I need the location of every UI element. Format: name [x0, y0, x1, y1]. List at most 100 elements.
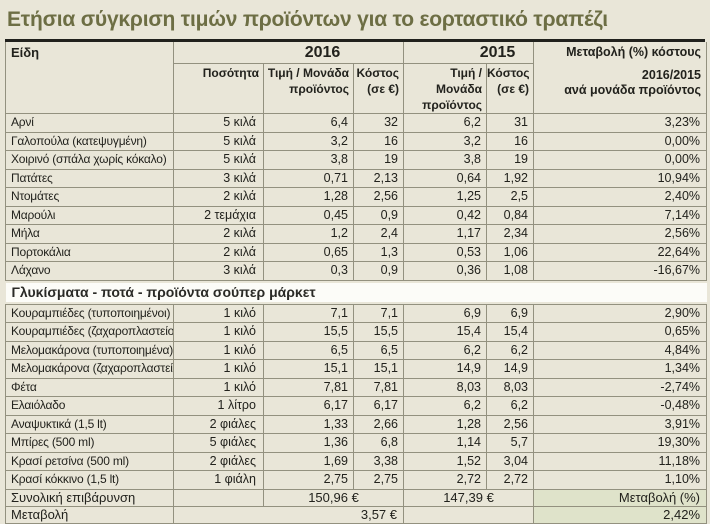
- cost-2015-cell: 16: [486, 131, 535, 151]
- change-pct-cell: 19,30%: [533, 433, 708, 453]
- cost-2016-cell: 3,38: [352, 451, 405, 471]
- quantity-cell: 5 φιάλες: [173, 433, 264, 453]
- table-row: Κουραμπιέδες (ζαχαροπλαστείου) 1 κιλό 15,5…: [5, 322, 708, 342]
- price-2016-cell: 6,5: [263, 340, 354, 360]
- price-2016-cell: 1,28: [263, 187, 354, 207]
- col-header-year-2016: 2016: [172, 42, 405, 64]
- price-2016-cell: 15,5: [263, 322, 354, 342]
- change-pct-cell: 0,00%: [533, 150, 708, 170]
- cost-2016-cell: 0,9: [352, 205, 405, 225]
- quantity-cell: 2 φιάλες: [173, 451, 264, 471]
- quantity-cell: 1 κιλό: [173, 340, 264, 360]
- change-row-value: 2,42%: [533, 505, 708, 524]
- quantity-cell: 1 κιλό: [173, 303, 264, 323]
- product-name-cell: Κουραμπιέδες (ζαχαροπλαστείου): [5, 322, 174, 342]
- price-2015-cell: 1,28: [403, 414, 488, 434]
- cost-2016-cell: 16: [352, 131, 405, 151]
- cost-2016-cell: 7,81: [352, 377, 405, 397]
- totals-row: Συνολική επιβάρυνση 150,96 € 147,39 € Με…: [5, 488, 708, 507]
- product-name-cell: Λάχανο: [5, 261, 174, 281]
- product-name-cell: Φέτα: [5, 377, 174, 397]
- change-pct-cell: 22,64%: [533, 242, 708, 262]
- change-pct-cell: 1,10%: [533, 470, 708, 490]
- quantity-cell: 2 τεμάχια: [173, 205, 264, 225]
- change-pct-cell: 3,91%: [533, 414, 708, 434]
- price-2015-cell: 6,2: [403, 113, 488, 133]
- price-2016-cell: 7,81: [263, 377, 354, 397]
- product-name-cell: Γαλοπούλα (κατεψυγμένη): [5, 131, 174, 151]
- change-pct-cell: 11,18%: [533, 451, 708, 471]
- price-2016-cell: 3,2: [263, 131, 354, 151]
- product-name-cell: Μελομακάρονα (ζαχαροπλαστείου): [5, 359, 174, 379]
- table-row: Ντομάτες 2 κιλά 1,28 2,56 1,25 2,5 2,40%: [5, 187, 708, 207]
- change-pct-cell: 2,56%: [533, 224, 708, 244]
- quantity-cell: 3 κιλά: [173, 168, 264, 188]
- change-pct-cell: -2,74%: [533, 377, 708, 397]
- cost-2015-cell: 2,34: [486, 224, 535, 244]
- quantity-cell: 2 κιλά: [173, 187, 264, 207]
- price-2015-cell: 14,9: [403, 359, 488, 379]
- col-header-price-2016: Τιμή / Μονάδα προϊόντος: [263, 63, 354, 114]
- quantity-cell: 5 κιλά: [173, 150, 264, 170]
- cost-2015-cell: 19: [486, 150, 535, 170]
- festive-price-comparison-infographic: Ετήσια σύγκριση τιμών προϊόντων για το ε…: [5, 8, 708, 524]
- change-row: Μεταβολή 3,57 € 2,42%: [5, 505, 708, 524]
- section-band-label: Γλυκίσματα - ποτά - προϊόντα σούπερ μάρκ…: [5, 282, 707, 302]
- title-divider-rule: [5, 39, 705, 42]
- table-row: Πατάτες 3 κιλά 0,71 2,13 0,64 1,92 10,94%: [5, 168, 708, 188]
- totals-change-label: Μεταβολή (%): [533, 488, 708, 507]
- cost-2016-cell: 2,56: [352, 187, 405, 207]
- cost-2016-cell: 15,1: [352, 359, 405, 379]
- col-header-change-title: Μεταβολή (%) κόστους: [566, 45, 702, 59]
- cost-2015-cell: 8,03: [486, 377, 535, 397]
- price-2015-cell: 0,53: [403, 242, 488, 262]
- product-name-cell: Μπίρες (500 ml): [5, 433, 174, 453]
- price-2015-cell: 8,03: [403, 377, 488, 397]
- price-2016-cell: 1,69: [263, 451, 354, 471]
- cost-2015-cell: 2,72: [486, 470, 535, 490]
- price-2015-cell: 1,14: [403, 433, 488, 453]
- change-pct-cell: 4,84%: [533, 340, 708, 360]
- table-row: Μαρούλι 2 τεμάχια 0,45 0,9 0,42 0,84 7,14%: [5, 205, 708, 225]
- product-name-cell: Κρασί κόκκινο (1,5 lt): [5, 470, 174, 490]
- cost-2016-cell: 6,17: [352, 396, 405, 416]
- price-2015-cell: 15,4: [403, 322, 488, 342]
- product-name-cell: Μαρούλι: [5, 205, 174, 225]
- cost-2016-cell: 6,5: [352, 340, 405, 360]
- quantity-cell: 2 φιάλες: [173, 414, 264, 434]
- table-footer: Συνολική επιβάρυνση 150,96 € 147,39 € Με…: [5, 488, 708, 524]
- cost-2016-cell: 0,9: [352, 261, 405, 281]
- price-2016-cell: 1,2: [263, 224, 354, 244]
- change-pct-cell: 1,34%: [533, 359, 708, 379]
- col-header-cost-2016: Κόστος (σε €): [352, 63, 405, 114]
- cost-2015-cell: 6,9: [486, 303, 535, 323]
- cost-2016-cell: 2,75: [352, 470, 405, 490]
- table-row: Αρνί 5 κιλά 6,4 32 6,2 31 3,23%: [5, 113, 708, 133]
- price-2015-cell: 1,25: [403, 187, 488, 207]
- cost-2015-cell: 2,56: [486, 414, 535, 434]
- change-pct-cell: 2,90%: [533, 303, 708, 323]
- product-name-cell: Κουραμπιέδες (τυποποιημένοι): [5, 303, 174, 323]
- cost-2016-cell: 32: [352, 113, 405, 133]
- change-row-difference: 3,57 €: [172, 505, 405, 524]
- totals-empty-quantity-cell: [173, 488, 264, 507]
- cost-2015-cell: 15,4: [486, 322, 535, 342]
- price-2016-cell: 1,36: [263, 433, 354, 453]
- change-pct-cell: -16,67%: [533, 261, 708, 281]
- table-row: Μήλα 2 κιλά 1,2 2,4 1,17 2,34 2,56%: [5, 224, 708, 244]
- cost-2016-cell: 2,4: [352, 224, 405, 244]
- table-row: Μπίρες (500 ml) 5 φιάλες 1,36 6,8 1,14 5,7 19,…: [5, 433, 708, 453]
- table-row: Φέτα 1 κιλό 7,81 7,81 8,03 8,03 -2,74%: [5, 377, 708, 397]
- cost-2015-cell: 6,2: [486, 396, 535, 416]
- change-pct-cell: 0,00%: [533, 131, 708, 151]
- totals-cost-2016: 150,96 €: [262, 488, 405, 507]
- price-2016-cell: 15,1: [263, 359, 354, 379]
- change-pct-cell: 7,14%: [533, 205, 708, 225]
- table-body: Αρνί 5 κιλά 6,4 32 6,2 31 3,23% Γαλοπούλα (κατε…: [5, 113, 708, 490]
- page-title: Ετήσια σύγκριση τιμών προϊόντων για το ε…: [7, 8, 608, 31]
- product-name-cell: Ντομάτες: [5, 187, 174, 207]
- table-row: Μελομακάρονα (τυποποιημένα) 1 κιλό 6,5 6,5 6…: [5, 340, 708, 360]
- price-2015-cell: 0,42: [403, 205, 488, 225]
- col-header-quantity: Ποσότητα: [173, 63, 264, 114]
- table-row: Λάχανο 3 κιλά 0,3 0,9 0,36 1,08 -16,67%: [5, 261, 708, 281]
